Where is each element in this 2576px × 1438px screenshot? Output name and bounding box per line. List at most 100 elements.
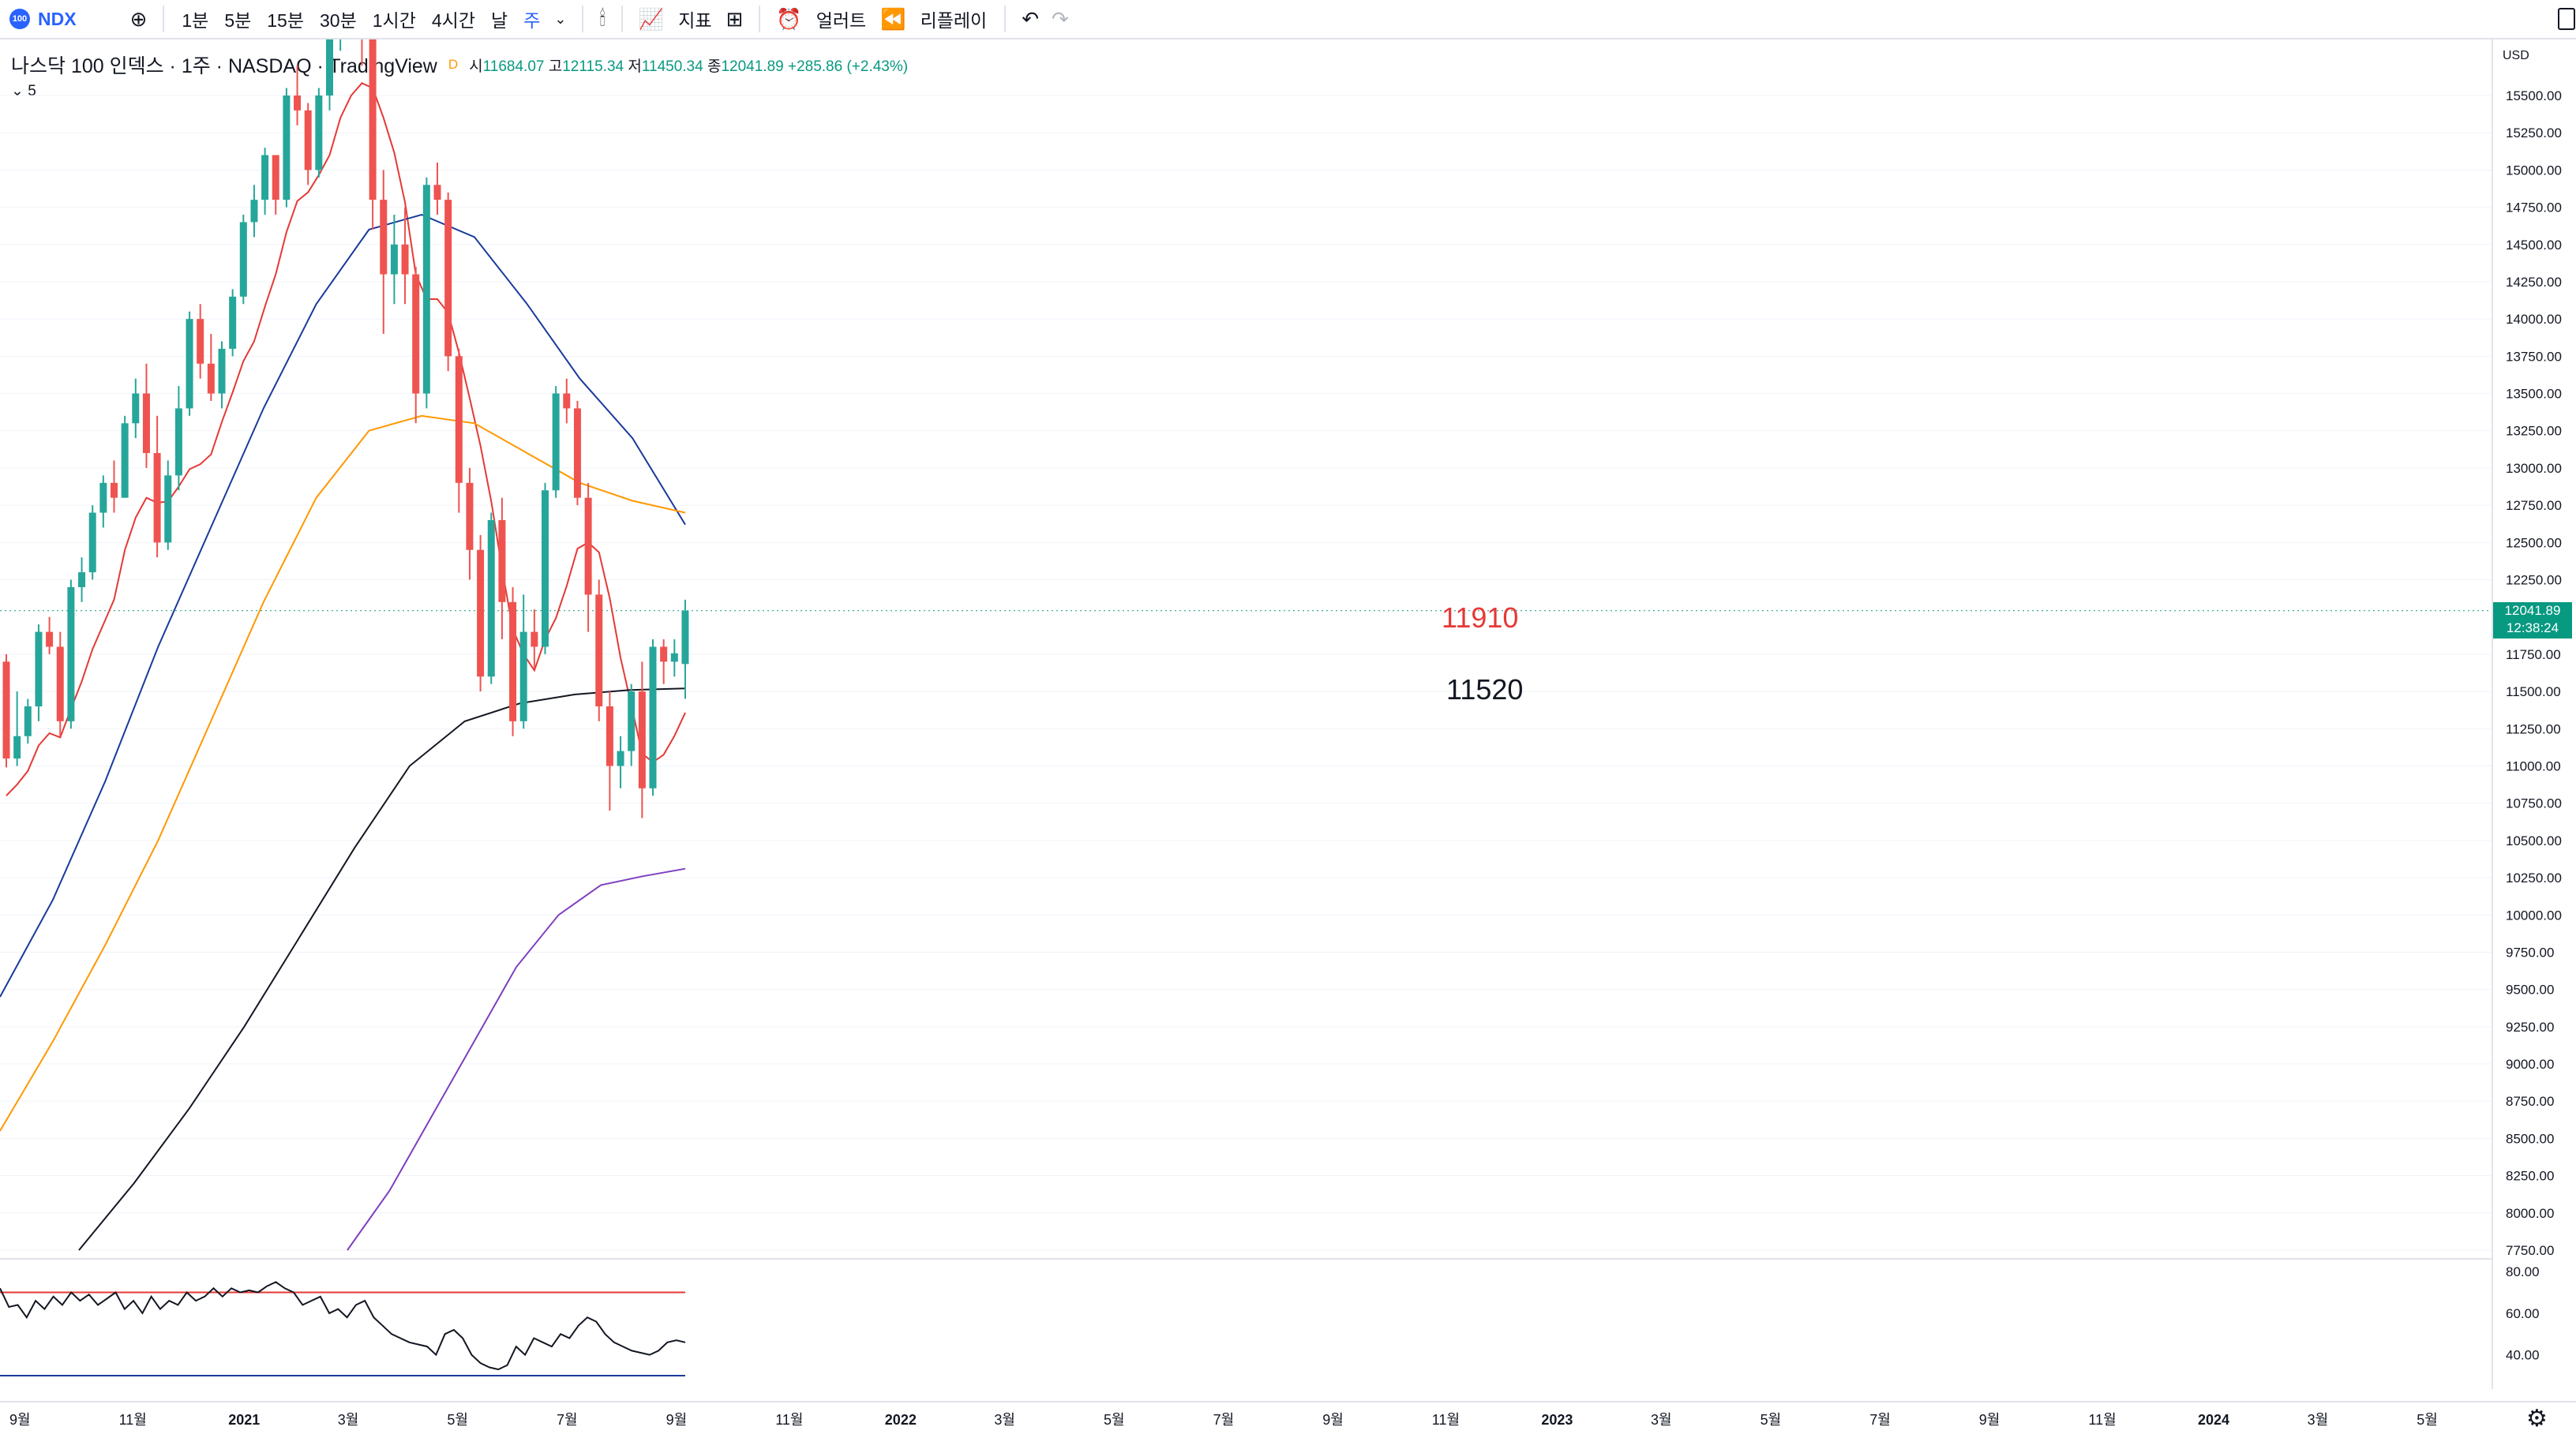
data-status-badge[interactable]: D bbox=[448, 57, 459, 72]
price-tick-label: 13500.00 bbox=[2506, 387, 2562, 402]
candle-body bbox=[218, 348, 226, 394]
low-label: 저 bbox=[628, 58, 642, 75]
candle-body bbox=[628, 691, 636, 751]
candle-body bbox=[67, 586, 75, 721]
alert-clock-icon[interactable]: ⏰ bbox=[776, 6, 802, 31]
candle-body bbox=[531, 631, 538, 647]
price-tick-label: 8500.00 bbox=[2506, 1131, 2554, 1146]
currency-label[interactable]: USD bbox=[2503, 49, 2529, 62]
time-tick-label: 3월 bbox=[1651, 1412, 1672, 1428]
price-tick-label: 10250.00 bbox=[2506, 871, 2562, 886]
candle-body bbox=[638, 691, 646, 788]
toolbar-divider bbox=[759, 6, 761, 32]
time-tick-label: 7월 bbox=[1213, 1412, 1235, 1428]
time-tick-label: 11월 bbox=[119, 1412, 147, 1428]
candle-body bbox=[422, 185, 430, 394]
add-symbol-icon[interactable]: ⊕ bbox=[129, 6, 148, 31]
time-tick-label: 2023 bbox=[1541, 1412, 1573, 1428]
candle-body bbox=[304, 110, 312, 170]
candle-body bbox=[563, 393, 571, 409]
candle-body bbox=[660, 646, 668, 662]
close-value: 12041.89 bbox=[721, 58, 784, 75]
price-tick-label: 11250.00 bbox=[2506, 721, 2561, 736]
candle-body bbox=[487, 520, 495, 677]
price-tick-label: 8000.00 bbox=[2506, 1206, 2554, 1221]
chevron-down-icon[interactable]: ⌄ bbox=[554, 10, 567, 27]
alert-button[interactable]: 얼러트 bbox=[816, 10, 867, 31]
redo-icon[interactable]: ↷ bbox=[1052, 6, 1069, 31]
price-tick-label: 11000.00 bbox=[2506, 758, 2561, 773]
candle-body bbox=[315, 95, 323, 170]
interval-15m[interactable]: 15분 bbox=[267, 10, 305, 31]
candle-body bbox=[207, 363, 215, 394]
candle-body bbox=[412, 274, 420, 394]
candle-body bbox=[552, 393, 560, 491]
annotation-red-ma[interactable]: 11910 bbox=[1442, 601, 1519, 634]
candle-body bbox=[121, 423, 129, 498]
replay-button[interactable]: 리플레이 bbox=[920, 10, 988, 31]
toolbar-divider bbox=[582, 6, 584, 32]
time-tick-label: 7월 bbox=[557, 1412, 578, 1428]
candle-body bbox=[584, 497, 592, 595]
layout-grid-icon[interactable]: ⊞ bbox=[726, 6, 744, 31]
candle-body bbox=[197, 319, 204, 364]
close-label: 종 bbox=[707, 58, 722, 75]
undo-icon[interactable]: ↶ bbox=[1022, 6, 1040, 31]
interval-5m[interactable]: 5분 bbox=[224, 10, 252, 31]
time-tick-label: 5월 bbox=[447, 1412, 468, 1428]
interval-4h[interactable]: 4시간 bbox=[431, 10, 476, 31]
time-tick-label: 9월 bbox=[1322, 1412, 1344, 1428]
price-tick-label: 15000.00 bbox=[2506, 163, 2562, 178]
change-value: +285.86 (+2.43%) bbox=[787, 58, 909, 75]
price-tick-label: 12500.00 bbox=[2506, 535, 2562, 550]
indicators-icon[interactable]: 📈 bbox=[638, 6, 665, 31]
price-tick-label: 9000.00 bbox=[2506, 1057, 2554, 1072]
candle-body bbox=[573, 408, 581, 498]
toolbar-divider bbox=[1004, 6, 1007, 32]
interval-30m[interactable]: 30분 bbox=[320, 10, 357, 31]
interval-1m[interactable]: 1분 bbox=[182, 10, 209, 31]
annotation-black-ma[interactable]: 11520 bbox=[1446, 673, 1524, 706]
indicators-button[interactable]: 지표 bbox=[678, 10, 712, 31]
high-value: 12115.34 bbox=[562, 58, 624, 75]
symbol-name[interactable]: NDX bbox=[38, 8, 77, 29]
price-axis[interactable]: 15500.00 15250.00 15000.00 14750.00 14500.00… bbox=[2492, 39, 2576, 1389]
candle-body bbox=[380, 200, 388, 275]
open-value: 11684.07 bbox=[482, 58, 545, 75]
toolbar-divider bbox=[621, 6, 623, 32]
price-tick-label: 13750.00 bbox=[2506, 349, 2562, 364]
rsi-line bbox=[0, 1281, 686, 1371]
interval-day[interactable]: 날 bbox=[491, 10, 508, 31]
time-axis[interactable]: 9월 11월 2021 3월 5월 7월 9월 11월 2022 3월 5월 7월 9월 11월 2023 3… bbox=[0, 1401, 2576, 1436]
rsi-tick-label: 40.00 bbox=[2506, 1348, 2540, 1363]
candle-body bbox=[498, 520, 506, 602]
ma-line-black bbox=[78, 687, 686, 1251]
candle-body bbox=[24, 706, 32, 736]
candle-body bbox=[132, 393, 140, 424]
candle-body bbox=[444, 200, 452, 357]
chart-legend: 나스닥 100 인덱스 · 1주 · NASDAQ · TradingView … bbox=[11, 51, 908, 79]
last-price-tag: 12041.89 12:38:24 bbox=[2493, 602, 2572, 638]
candle-body bbox=[617, 751, 624, 766]
interval-week[interactable]: 주 bbox=[523, 10, 541, 31]
candle-body bbox=[294, 95, 302, 110]
top-toolbar: 100 NDX ⊕ 1분 5분 15분 30분 1시간 4시간 날 주 ⌄ 🕯 … bbox=[0, 0, 2576, 39]
replay-icon[interactable]: ⏪ bbox=[880, 6, 906, 31]
high-label: 고 bbox=[548, 58, 563, 75]
symbol-logo-icon[interactable]: 100 bbox=[9, 9, 30, 29]
fullscreen-icon[interactable] bbox=[2558, 8, 2575, 30]
candle-body bbox=[153, 453, 161, 543]
time-tick-label: 2022 bbox=[885, 1412, 917, 1428]
price-chart[interactable] bbox=[0, 39, 2492, 1401]
candle-type-icon[interactable]: 🕯 bbox=[599, 6, 606, 30]
time-tick-label: 11월 bbox=[2088, 1412, 2116, 1428]
interval-1h[interactable]: 1시간 bbox=[372, 10, 416, 31]
price-axis-labels: 15500.00 15250.00 15000.00 14750.00 14500.00… bbox=[2506, 88, 2562, 1363]
candle-body bbox=[519, 631, 527, 721]
candle-body bbox=[477, 549, 485, 677]
candle-body bbox=[509, 601, 517, 721]
toolbar-divider bbox=[163, 6, 165, 32]
candle-body bbox=[2, 661, 10, 759]
candle-body bbox=[99, 482, 107, 513]
gear-icon[interactable]: ⚙ bbox=[2526, 1406, 2548, 1432]
